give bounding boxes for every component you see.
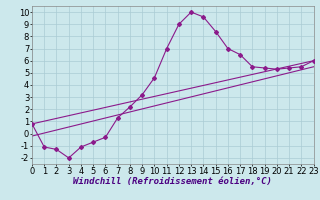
- X-axis label: Windchill (Refroidissement éolien,°C): Windchill (Refroidissement éolien,°C): [73, 177, 272, 186]
